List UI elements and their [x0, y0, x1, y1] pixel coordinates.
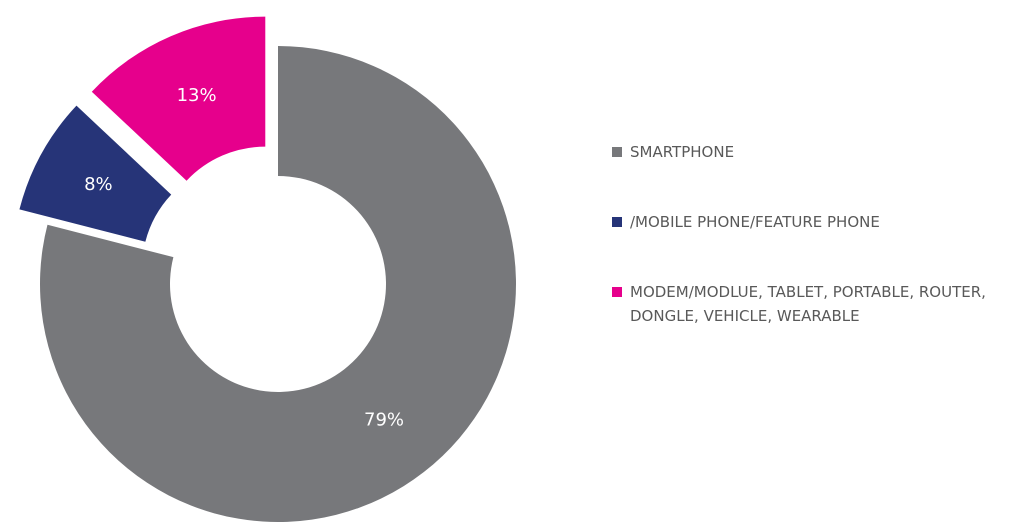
legend-label: MODEM/MODLUE, TABLET, PORTABLE, ROUTER, … — [630, 283, 986, 325]
slice — [91, 16, 266, 181]
legend-item: /MOBILE PHONE/FEATURE PHONE — [612, 210, 1032, 234]
legend-item: MODEM/MODLUE, TABLET, PORTABLE, ROUTER, … — [612, 280, 1032, 328]
value-label: 8% — [84, 174, 113, 195]
slice — [19, 105, 172, 242]
legend-label: /MOBILE PHONE/FEATURE PHONE — [630, 213, 880, 231]
legend-swatch — [612, 287, 622, 297]
legend-swatch — [612, 147, 622, 157]
legend-label: SMARTPHONE — [630, 143, 735, 161]
legend-swatch — [612, 217, 622, 227]
slice — [39, 46, 517, 522]
value-label: 13% — [177, 85, 217, 106]
legend: SMARTPHONE/MOBILE PHONE/FEATURE PHONE MOD… — [612, 140, 1032, 374]
value-label: 79% — [364, 410, 404, 431]
legend-item: SMARTPHONE — [612, 140, 1032, 164]
chart: 79% 8% 13% — [19, 16, 517, 522]
